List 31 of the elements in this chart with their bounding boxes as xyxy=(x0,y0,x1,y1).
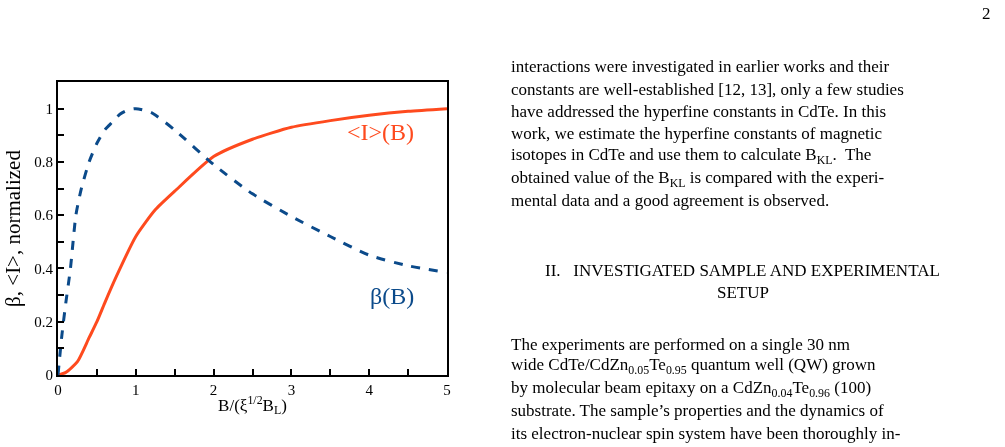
series-label: β(B) xyxy=(370,283,415,309)
text: 2 xyxy=(982,4,991,23)
text: work, we estimate the hyperfine constants of magnetic xyxy=(511,124,883,143)
y-tick-label: 1 xyxy=(45,100,53,117)
x-tick-label: 1 xyxy=(132,382,140,398)
text: isotopes in CdTe and use them to calculate B$_{KL}$. The xyxy=(511,145,872,167)
x-tick-label: 5 xyxy=(443,382,451,398)
y-tick-label: 0.2 xyxy=(34,313,53,330)
y-tick-label: 0.8 xyxy=(34,154,53,171)
text: substrate. The sample’s properties and the dynamics of xyxy=(511,401,884,420)
x-tick-label: 3 xyxy=(287,382,296,398)
text: II. INVESTIGATED SAMPLE AND EXPERIMENTAL xyxy=(545,261,940,280)
text: wide CdTe/CdZn$_{0.05}$Te$_{0.95}$ quantum well (QW) grown xyxy=(511,355,877,377)
x-axis-title: B/(ξ$^{1/2}$B$_{L}$) xyxy=(218,392,287,418)
text: its electron-nuclear spin system have been thoroughly in- xyxy=(511,424,901,443)
text: constants are well-established [12, 13], only a few studies xyxy=(511,80,904,99)
text: interactions were investigated in earlier works and their xyxy=(511,57,890,76)
text: The experiments are performed on a single 30 nm xyxy=(511,335,850,354)
y-axis-title: β, <I>, normalized xyxy=(0,149,25,307)
line-series xyxy=(58,107,447,375)
y-tick-label: 0 xyxy=(45,367,53,384)
text: by molecular beam epitaxy on a CdZn$_{0.04}$Te$_{0.96}$ (100) xyxy=(511,378,872,400)
series-label: <I>(B) xyxy=(347,119,415,145)
text: mental data and a good agreement is observed. xyxy=(511,191,830,210)
text: obtained value of the B$_{KL}$ is compared with the experi- xyxy=(511,168,885,190)
text: have addressed the hyperfine constants in CdTe. In this xyxy=(511,102,887,121)
x-tick-label: 2 xyxy=(209,382,218,398)
x-tick-label: 4 xyxy=(365,382,374,398)
y-tick-label: 0.6 xyxy=(34,207,54,224)
y-tick-label: 0.4 xyxy=(34,260,54,277)
text: SETUP xyxy=(717,283,769,302)
